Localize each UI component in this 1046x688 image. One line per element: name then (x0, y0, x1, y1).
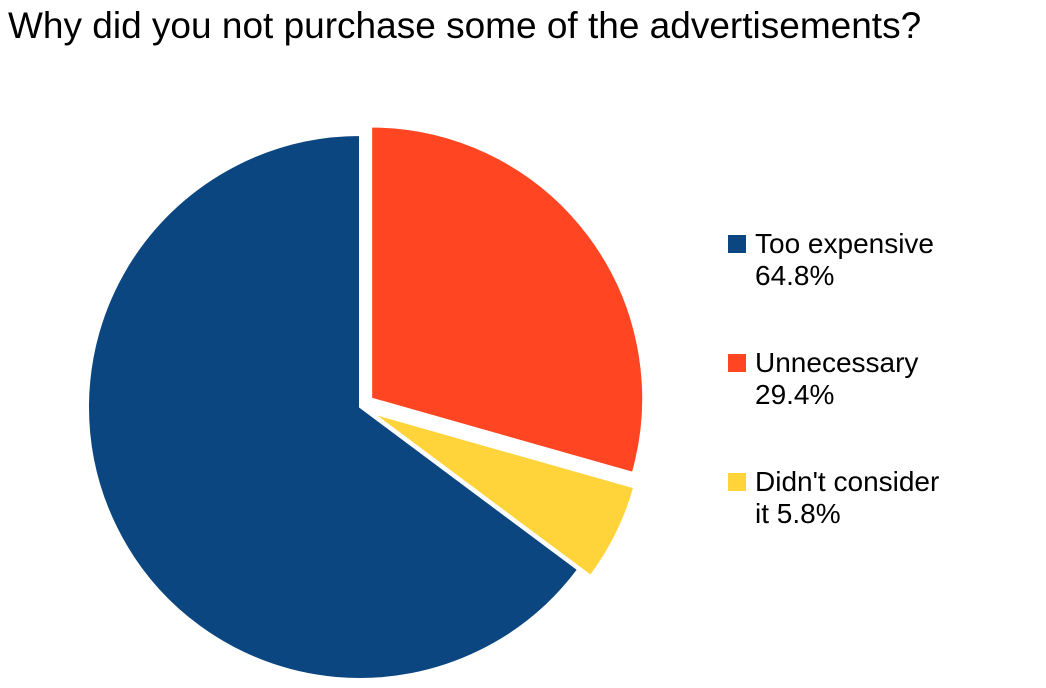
pie-slice-too-expensive (87, 133, 580, 680)
legend-value-too-expensive: 64.8% (755, 260, 835, 291)
legend-swatch-didnt-consider (728, 473, 746, 491)
legend-label-didnt-consider: Didn't consider (755, 466, 940, 497)
legend-swatch-unnecessary (728, 354, 746, 372)
legend-value-unnecessary: 29.4% (755, 379, 835, 410)
legend-swatch-too-expensive (728, 235, 746, 253)
pie-slice-unnecessary (370, 125, 645, 475)
pie-slice-didnt-consider (371, 412, 636, 578)
legend-label-too-expensive: Too expensive (755, 228, 935, 259)
legend-label-unnecessary: Unnecessary (755, 347, 919, 378)
legend-value-didnt-consider: it 5.8% (755, 498, 841, 529)
chart-title: Why did you not purchase some of the adv… (8, 5, 922, 46)
